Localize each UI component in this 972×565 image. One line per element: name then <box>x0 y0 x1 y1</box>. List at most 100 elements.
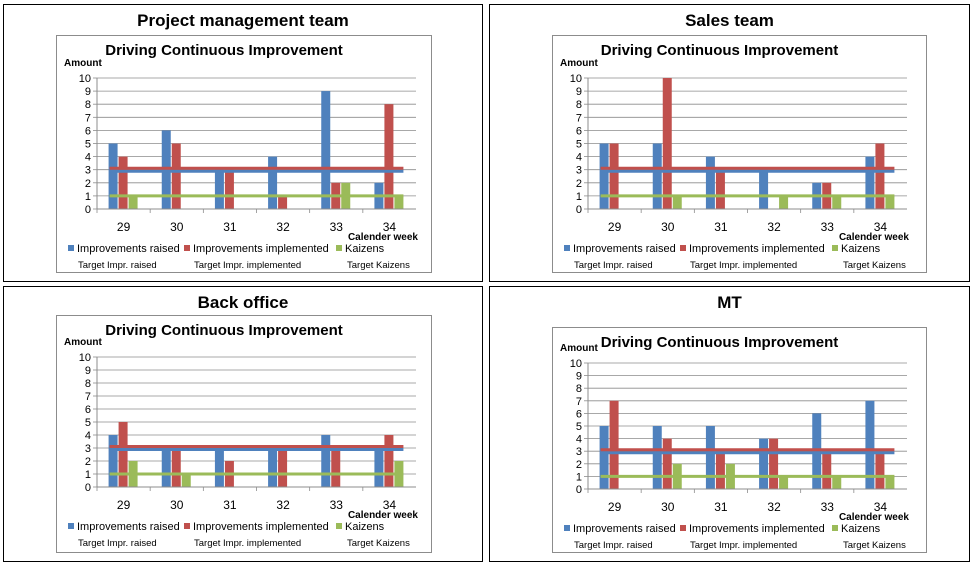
legend-target-kaizens: Target Kaizens <box>843 260 906 271</box>
panel-title: Project management team <box>137 11 349 30</box>
bar-raised-31 <box>214 169 224 209</box>
bar-raised-32 <box>759 438 769 489</box>
y-axis-label: Amount <box>560 58 598 69</box>
bar-implemented-34 <box>384 104 394 209</box>
y-tick-label: 1 <box>576 191 582 203</box>
x-tick-label: 34 <box>383 220 397 234</box>
x-tick-label: 32 <box>767 220 781 234</box>
legend-swatch-kaizens <box>336 245 342 251</box>
legend-swatch-kaizens <box>336 523 342 529</box>
legend-swatch-kaizens <box>832 525 838 531</box>
y-tick-label: 8 <box>576 99 582 111</box>
x-tick-label: 34 <box>383 498 397 512</box>
y-tick-label: 0 <box>85 482 91 494</box>
legend-label-raised: Improvements raised <box>77 521 180 533</box>
bar-implemented-30 <box>662 438 672 489</box>
legend-label-raised: Improvements raised <box>573 523 676 535</box>
panel-title: Back office <box>197 293 289 312</box>
bar-implemented-32 <box>769 438 779 489</box>
chart-panel-3: MT Driving Continuous Improvement Amount 0 1… <box>489 286 970 562</box>
legend-label-implemented: Improvements implemented <box>193 243 329 255</box>
legend-label-kaizens: Kaizens <box>841 243 881 255</box>
y-tick-label: 9 <box>576 86 582 98</box>
bar-raised-29 <box>599 143 609 209</box>
bar-raised-29 <box>599 426 609 489</box>
bar-raised-31 <box>214 448 224 487</box>
chart-svg: Driving Continuous ImprovementAmount0123… <box>560 42 909 271</box>
legend-swatch-raised <box>564 525 570 531</box>
chart-frame <box>552 35 927 273</box>
legend-target-raised: Target Impr. raised <box>78 260 157 271</box>
y-tick-label: 5 <box>85 417 91 429</box>
bar-implemented-31 <box>224 169 234 209</box>
x-tick-label: 34 <box>874 500 888 514</box>
y-tick-label: 7 <box>576 396 582 408</box>
x-tick-label: 32 <box>276 220 290 234</box>
y-tick-label: 6 <box>85 404 91 416</box>
bar-implemented-32 <box>278 195 288 209</box>
x-axis-label: Calender week <box>348 510 418 521</box>
y-tick-label: 1 <box>85 469 91 481</box>
bar-implemented-33 <box>331 448 341 487</box>
bar-implemented-32 <box>278 448 288 487</box>
x-tick-label: 33 <box>330 498 344 512</box>
bar-implemented-30 <box>662 78 672 209</box>
y-tick-label: 10 <box>79 73 91 85</box>
legend-swatch-raised <box>564 245 570 251</box>
bar-raised-30 <box>161 448 171 487</box>
legend-target-implemented: Target Impr. implemented <box>690 260 797 271</box>
y-tick-label: 2 <box>85 456 91 468</box>
y-tick-label: 8 <box>85 378 91 390</box>
legend-target-raised: Target Impr. raised <box>574 260 653 271</box>
bar-implemented-34 <box>875 451 885 489</box>
chart-title: Driving Continuous Improvement <box>601 334 839 351</box>
y-axis-label: Amount <box>560 343 598 354</box>
x-axis-label: Calender week <box>839 232 909 243</box>
y-tick-label: 9 <box>576 371 582 383</box>
x-tick-label: 33 <box>821 500 835 514</box>
bar-raised-34 <box>865 156 875 209</box>
x-tick-label: 29 <box>608 500 622 514</box>
x-tick-label: 33 <box>330 220 344 234</box>
x-tick-label: 31 <box>223 498 237 512</box>
legend-label-kaizens: Kaizens <box>345 521 385 533</box>
x-tick-label: 30 <box>170 220 184 234</box>
bar-implemented-34 <box>384 435 394 487</box>
bar-raised-29 <box>108 143 118 209</box>
legend-swatch-implemented <box>680 525 686 531</box>
x-tick-label: 32 <box>767 500 781 514</box>
bar-raised-34 <box>865 400 875 489</box>
x-tick-label: 29 <box>608 220 622 234</box>
y-tick-label: 5 <box>85 139 91 151</box>
legend-target-kaizens: Target Kaizens <box>347 538 410 549</box>
y-tick-label: 0 <box>576 484 582 496</box>
legend-target-kaizens: Target Kaizens <box>347 260 410 271</box>
bar-implemented-31 <box>715 451 725 489</box>
y-tick-label: 4 <box>85 152 91 164</box>
bar-kaizens-30 <box>181 474 191 487</box>
chart-title: Driving Continuous Improvement <box>105 42 343 59</box>
chart-panel-1: Sales team Driving Continuous Improvement… <box>489 4 970 282</box>
bar-implemented-33 <box>822 451 832 489</box>
legend-target-raised: Target Impr. raised <box>78 538 157 549</box>
x-tick-label: 31 <box>223 220 237 234</box>
bar-kaizens-34 <box>885 195 895 209</box>
x-tick-label: 31 <box>714 220 728 234</box>
y-tick-label: 7 <box>85 112 91 124</box>
y-tick-label: 10 <box>79 352 91 364</box>
legend-target-implemented: Target Impr. implemented <box>194 538 301 549</box>
x-axis-label: Calender week <box>348 232 418 243</box>
x-tick-label: 31 <box>714 500 728 514</box>
y-axis-label: Amount <box>64 337 102 348</box>
x-tick-label: 30 <box>661 220 675 234</box>
chart-svg: Driving Continuous ImprovementAmount0123… <box>64 42 418 271</box>
bar-implemented-29 <box>118 156 128 209</box>
y-tick-label: 0 <box>576 204 582 216</box>
legend-label-implemented: Improvements implemented <box>193 521 329 533</box>
x-tick-label: 33 <box>821 220 835 234</box>
chart-svg: Driving Continuous ImprovementAmount0123… <box>560 334 909 551</box>
chart-frame <box>56 35 432 273</box>
y-tick-label: 3 <box>85 443 91 455</box>
legend-target-implemented: Target Impr. implemented <box>194 260 301 271</box>
